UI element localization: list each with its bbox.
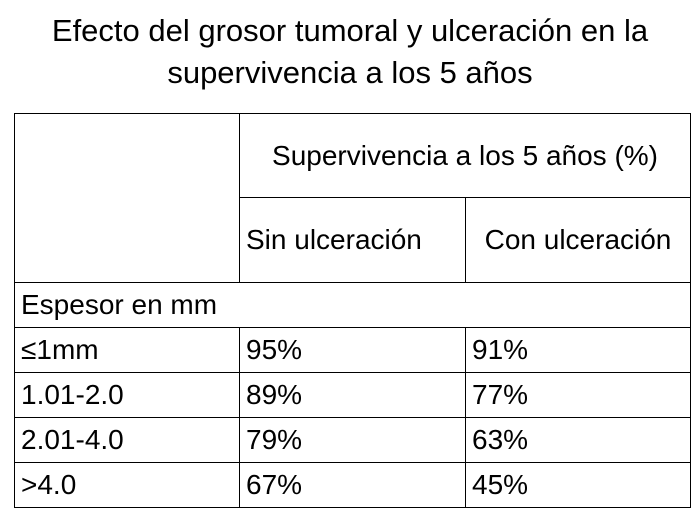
row-label: 2.01-4.0 xyxy=(14,417,240,463)
column-header: Sin ulceración xyxy=(239,197,466,283)
cell: 79% xyxy=(239,417,466,463)
cell: 45% xyxy=(464,462,692,508)
cell: 63% xyxy=(464,417,692,463)
row-label: ≤1mm xyxy=(14,327,240,373)
empty-cell xyxy=(14,113,240,283)
data-row: 1.01-2.0 89% 77% xyxy=(14,372,692,418)
section-label: Espesor en mm xyxy=(13,282,692,328)
cell: 67% xyxy=(239,462,466,508)
row-label: 1.01-2.0 xyxy=(14,372,240,418)
group-header: Supervivencia a los 5 años (%) xyxy=(238,113,692,198)
column-header: Con ulceración xyxy=(464,197,692,283)
cell: 89% xyxy=(239,372,466,418)
row-label: >4.0 xyxy=(14,462,240,508)
title: Efecto del grosor tumoral y ulceración e… xyxy=(51,13,649,90)
cell: 77% xyxy=(464,372,692,418)
cell: 95% xyxy=(239,327,466,373)
header-row: Supervivencia a los 5 años (%) xyxy=(14,113,692,283)
cell: 91% xyxy=(464,327,692,373)
section-row: Espesor en mm xyxy=(13,282,692,328)
header-row: Sin ulceración Con ulceración xyxy=(15,197,692,283)
data-row: ≤1mm 95% 91% xyxy=(14,327,692,373)
data-row: 2.01-4.0 79% 63% xyxy=(14,417,692,463)
data-row: >4.0 67% 45% xyxy=(14,462,692,508)
survival-table: Supervivencia a los 5 años (%) Sin ulcer… xyxy=(13,113,692,508)
table-body: ≤1mm 95% 91% 1.01-2.0 89% 77% 2.01-4.0 79% 63% >4… xyxy=(14,327,692,508)
